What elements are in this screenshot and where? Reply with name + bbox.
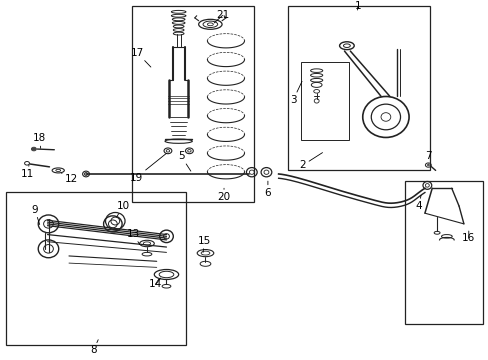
Bar [405,181,483,324]
Text: 3: 3 [289,81,302,105]
Text: 14: 14 [149,278,162,289]
Text: 16: 16 [461,231,474,243]
Bar [132,6,254,202]
Text: 10: 10 [117,201,130,217]
Text: 1: 1 [354,1,360,12]
Text: 9: 9 [31,204,40,225]
Text: 8: 8 [90,340,98,355]
Text: 11: 11 [21,165,34,179]
Bar [300,62,348,140]
Text: 18: 18 [33,133,46,148]
Text: 5: 5 [178,151,190,171]
Text: 19: 19 [129,153,166,183]
Text: 17: 17 [130,48,151,67]
Text: 4: 4 [415,195,422,211]
Text: 20: 20 [217,188,230,202]
Text: 21: 21 [214,10,229,23]
Text: 2: 2 [299,153,322,170]
Text: 13: 13 [126,229,140,244]
Bar [288,6,429,170]
Ellipse shape [31,147,36,151]
Text: 15: 15 [198,236,211,252]
Ellipse shape [426,164,428,166]
Text: 7: 7 [425,151,431,164]
Bar [5,192,185,345]
Text: 12: 12 [61,173,78,184]
Text: 6: 6 [264,181,271,198]
